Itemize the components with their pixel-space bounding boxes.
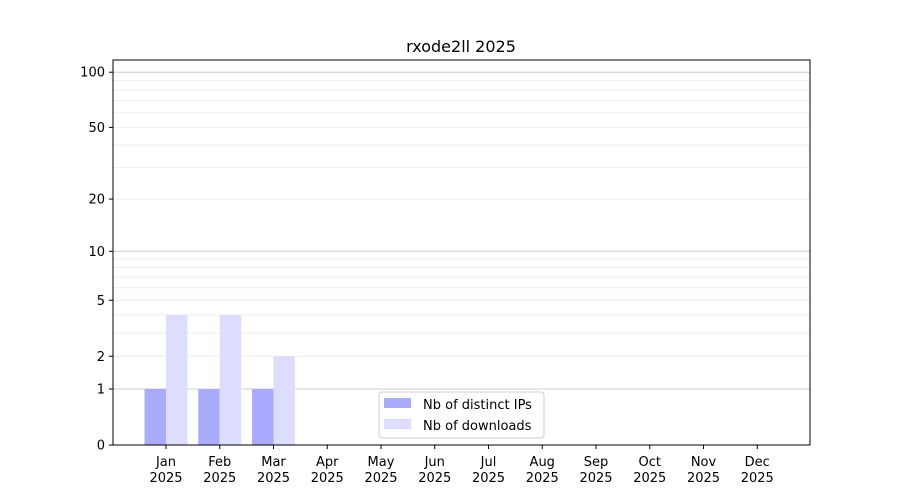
x-tick-label-month: Jun [424, 455, 445, 470]
bar-downloads [273, 356, 295, 445]
y-tick-label: 1 [97, 383, 105, 398]
axes-frame [112, 59, 811, 446]
x-tick-label-year: 2025 [633, 471, 666, 486]
x-tick-label-year: 2025 [472, 471, 505, 486]
x-tick-label-month: Jan [155, 455, 176, 470]
legend-swatch-downloads [384, 419, 411, 429]
legend-label-ips: Nb of distinct IPs [423, 398, 532, 413]
y-tick-label: 50 [88, 121, 105, 136]
x-tick-label-month: Sep [584, 455, 609, 470]
x-tick-label-month: Nov [691, 455, 717, 470]
y-tick-label: 0 [97, 439, 105, 454]
y-tick-label: 10 [88, 245, 105, 260]
legend-label-downloads: Nb of downloads [423, 419, 532, 434]
bar-distinct-ips [252, 389, 274, 445]
y-tick-label: 2 [97, 350, 105, 365]
x-tick-label-year: 2025 [364, 471, 397, 486]
x-tick-label-year: 2025 [257, 471, 290, 486]
y-tick-label: 5 [97, 294, 105, 309]
legend: Nb of distinct IPs Nb of downloads [378, 391, 545, 439]
x-tick-label-month: Jul [480, 455, 497, 470]
x-tick-label-year: 2025 [579, 471, 612, 486]
x-tick-label-year: 2025 [526, 471, 559, 486]
chart-title: rxode2ll 2025 [406, 37, 516, 56]
y-axis: 0 1 2 5 10 20 50 100 [80, 66, 113, 454]
x-tick-label-year: 2025 [687, 471, 720, 486]
x-tick-label-year: 2025 [311, 471, 344, 486]
x-tick-label-month: Feb [208, 455, 231, 470]
x-tick-label-month: Mar [261, 455, 286, 470]
x-tick-label-year: 2025 [149, 471, 182, 486]
y-tick-label: 100 [80, 66, 105, 81]
legend-swatch-ips [384, 398, 411, 408]
x-tick-label-year: 2025 [418, 471, 451, 486]
x-tick-label-year: 2025 [741, 471, 774, 486]
x-tick-label-year: 2025 [203, 471, 236, 486]
x-tick-label-month: Aug [530, 455, 555, 470]
bars [144, 314, 295, 445]
bar-downloads [166, 314, 188, 445]
x-tick-label-month: Apr [316, 455, 339, 470]
x-tick-label-month: Oct [639, 455, 661, 470]
y-tick-label: 20 [88, 193, 105, 208]
x-tick-label-month: May [368, 455, 395, 470]
x-axis: Jan2025Feb2025Mar2025Apr2025May2025Jun20… [149, 445, 774, 486]
x-tick-label-month: Dec [745, 455, 770, 470]
bar-distinct-ips [144, 389, 166, 445]
bar-downloads [219, 314, 242, 445]
bar-distinct-ips [198, 389, 220, 445]
